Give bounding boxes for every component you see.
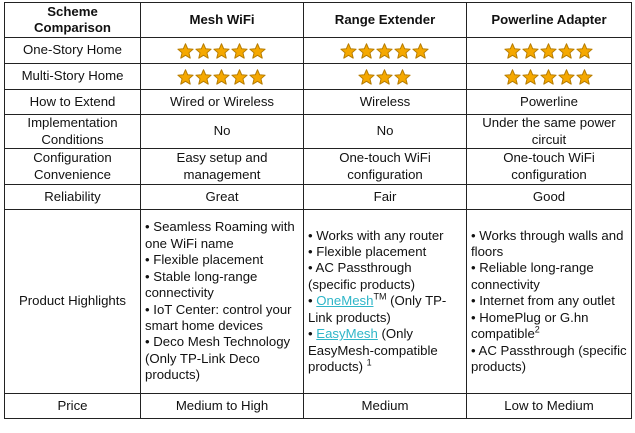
rating-mesh: [140, 63, 304, 90]
star-icon: [358, 42, 375, 59]
star-icon: [540, 42, 557, 59]
bullet: •: [308, 326, 317, 342]
row-label: Implementation Conditions: [4, 114, 141, 149]
cell-powerline: Good: [466, 184, 632, 210]
onemesh-note: (Only TP-Link products): [308, 293, 447, 325]
list-item: • Stable long-range connectivity: [145, 268, 258, 301]
cell-powerline: Low to Medium: [466, 393, 632, 419]
row-label: Price: [4, 393, 141, 419]
highlights-extender: • Works with any router • Flexible place…: [303, 209, 467, 394]
star-icon: [576, 68, 593, 85]
star-icon: [394, 68, 411, 85]
row-price: Price Medium to High Medium Low to Mediu…: [4, 393, 632, 419]
header-scheme-comparison: Scheme Comparison: [4, 2, 141, 38]
row-how-to-extend: How to Extend Wired or Wireless Wireless…: [4, 89, 632, 115]
row-product-highlights: Product Highlights • Seamless Roaming wi…: [4, 209, 632, 394]
star-icon: [522, 68, 539, 85]
list-item-homeplug: • HomePlug or G.hn compatible2: [471, 310, 627, 343]
list-item: • Deco Mesh Technology (Only TP-Link Dec…: [145, 334, 291, 383]
cell-powerline: One-touch WiFi configuration: [466, 148, 632, 185]
list-item: • IoT Center: control your smart home de…: [145, 301, 292, 333]
list-item-easymesh: • EasyMesh (Only EasyMesh-compatible pro…: [308, 326, 462, 375]
cell-mesh: Great: [140, 184, 304, 210]
star-icon: [249, 42, 266, 59]
star-icon: [213, 42, 230, 59]
easymesh-note: (Only EasyMesh-compatible products): [308, 326, 438, 374]
list-item: • Reliable long-range connectivity: [471, 260, 594, 292]
bullet: •: [308, 293, 317, 309]
star-icon: [358, 68, 375, 85]
cell-mesh: No: [140, 114, 304, 149]
header-row: Scheme Comparison Mesh WiFi Range Extend…: [4, 2, 632, 38]
star-icon: [195, 68, 212, 85]
row-reliability: Reliability Great Fair Good: [4, 184, 632, 210]
list-item: • AC Passthrough (specific products): [471, 342, 627, 374]
cell-extender: Fair: [303, 184, 467, 210]
star-icon: [213, 68, 230, 85]
row-multi-story-home: Multi-Story Home: [4, 63, 632, 90]
row-label: Product Highlights: [4, 209, 141, 394]
star-icon: [195, 42, 212, 59]
cell-extender: One-touch WiFi configuration: [303, 148, 467, 185]
star-icon: [558, 68, 575, 85]
list-item: • Works through walls and floors: [471, 227, 624, 260]
star-icon: [412, 42, 429, 59]
cell-mesh: Wired or Wireless: [140, 89, 304, 115]
highlights-powerline: • Works through walls and floors • Relia…: [466, 209, 632, 394]
comparison-table: Scheme Comparison Mesh WiFi Range Extend…: [4, 2, 632, 419]
star-icon: [576, 42, 593, 59]
homeplug-text: • HomePlug or G.hn compatible: [471, 309, 589, 342]
row-implementation-conditions: Implementation Conditions No No Under th…: [4, 114, 632, 149]
easymesh-link[interactable]: EasyMesh: [316, 326, 378, 342]
header-mesh-wifi: Mesh WiFi: [140, 2, 304, 38]
cell-extender: No: [303, 114, 467, 149]
row-one-story-home: One-Story Home: [4, 37, 632, 64]
cell-extender: Wireless: [303, 89, 467, 115]
list-item: • AC Passthrough (specific products): [308, 260, 416, 292]
rating-powerline: [466, 63, 632, 90]
header-range-extender: Range Extender: [303, 2, 467, 38]
list-item: • Works with any router: [308, 227, 444, 243]
row-label: One-Story Home: [4, 37, 141, 64]
cell-mesh: Easy setup and management: [140, 148, 304, 185]
cell-mesh: Medium to High: [140, 393, 304, 419]
star-icon: [340, 42, 357, 59]
cell-extender: Medium: [303, 393, 467, 419]
rating-extender: [303, 63, 467, 90]
star-icon: [177, 42, 194, 59]
star-icon: [376, 68, 393, 85]
footnote-sup: 2: [534, 324, 540, 335]
star-icon: [504, 42, 521, 59]
rating-powerline: [466, 37, 632, 64]
list-item-onemesh: • OneMeshTM (Only TP-Link products): [308, 291, 462, 326]
footnote-sup: 1: [366, 357, 372, 368]
star-icon: [177, 68, 194, 85]
star-icon: [540, 68, 557, 85]
list-item: • Flexible placement: [145, 252, 264, 268]
trademark-sup: TM: [373, 291, 387, 302]
star-icon: [504, 68, 521, 85]
star-icon: [394, 42, 411, 59]
cell-powerline: Under the same power circuit: [466, 114, 632, 149]
row-label: Reliability: [4, 184, 141, 210]
highlights-mesh: • Seamless Roaming with one WiFi name • …: [140, 209, 304, 394]
row-configuration-convenience: Configuration Convenience Easy setup and…: [4, 148, 632, 185]
row-label: Multi-Story Home: [4, 63, 141, 90]
row-label: How to Extend: [4, 89, 141, 115]
list-item: • Seamless Roaming with one WiFi name: [145, 219, 295, 251]
onemesh-link[interactable]: OneMesh: [316, 293, 374, 309]
row-label: Configuration Convenience: [4, 148, 141, 185]
star-icon: [231, 68, 248, 85]
header-powerline-adapter: Powerline Adapter: [466, 2, 632, 38]
star-icon: [231, 42, 248, 59]
star-icon: [558, 42, 575, 59]
list-item: • Flexible placement: [308, 244, 427, 260]
rating-extender: [303, 37, 467, 64]
cell-powerline: Powerline: [466, 89, 632, 115]
list-item: • Internet from any outlet: [471, 293, 615, 309]
star-icon: [249, 68, 266, 85]
star-icon: [376, 42, 393, 59]
rating-mesh: [140, 37, 304, 64]
star-icon: [522, 42, 539, 59]
